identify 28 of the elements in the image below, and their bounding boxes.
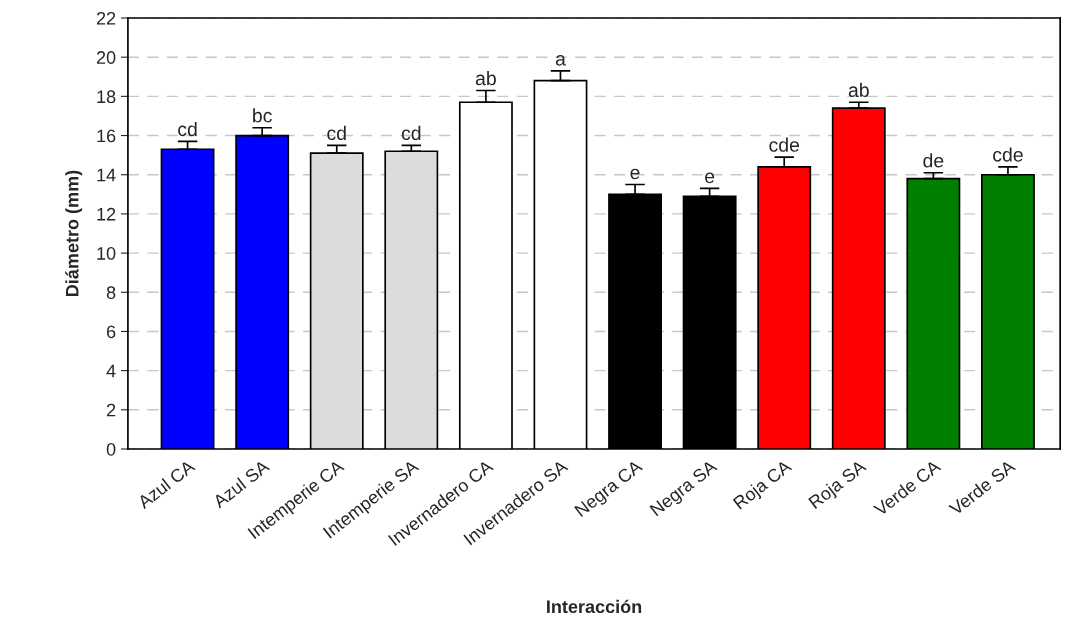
x-tick-label: Roja CA (732, 458, 795, 513)
y-tick-label: 10 (97, 247, 116, 260)
y-tick-label: 0 (106, 442, 116, 456)
annotation: e (705, 172, 715, 184)
y-tick-label: 4 (106, 364, 116, 378)
y-tick-label: 14 (97, 168, 116, 182)
y-tick-label: 22 (96, 11, 116, 25)
y-tick-label: 6 (106, 325, 116, 339)
annotation: cd (327, 125, 346, 141)
annotation: ab (848, 82, 869, 98)
annotation: a (555, 55, 566, 66)
y-tick-label: 2 (106, 403, 116, 417)
annotation: de (923, 153, 944, 168)
annotation: cde (993, 147, 1023, 162)
y-tick-label: 8 (106, 286, 116, 299)
annotation: ab (475, 70, 496, 86)
annotation: cde (769, 137, 800, 152)
x-tick-label: Roja SA (807, 458, 870, 512)
annotation: cd (178, 121, 197, 137)
y-axis-title: Diámetro (mm) (65, 170, 83, 296)
x-axis-title: Interacción (547, 599, 642, 614)
annotation: e (630, 168, 640, 180)
y-tick-label: 18 (97, 90, 116, 104)
y-tick-label: 16 (97, 129, 116, 143)
annotation: bc (253, 108, 272, 123)
annotation: cd (401, 125, 421, 141)
y-tick-label: 20 (96, 51, 116, 64)
y-tick-label: 12 (97, 207, 116, 221)
